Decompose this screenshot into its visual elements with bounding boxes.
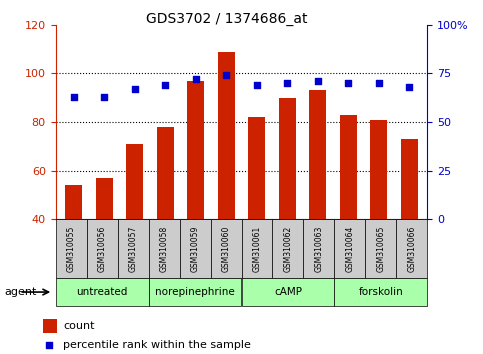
Bar (279, 98, 296, 219)
Text: GSM310060: GSM310060 (222, 225, 230, 272)
Bar (309, 91, 326, 219)
Text: GSM310061: GSM310061 (253, 225, 261, 272)
Point (344, 80, 352, 86)
Bar (56, 278, 149, 306)
Bar (157, 127, 174, 219)
Bar (370, 120, 387, 219)
Text: GDS3702 / 1374686_at: GDS3702 / 1374686_at (146, 12, 308, 27)
Bar (397, 219, 427, 278)
Bar (187, 81, 204, 219)
Bar (117, 219, 149, 278)
Bar (303, 219, 334, 278)
Bar (340, 115, 356, 219)
Bar (43, 319, 57, 333)
Bar (242, 278, 334, 306)
Bar (180, 219, 211, 278)
Bar (56, 219, 86, 278)
Bar (96, 178, 113, 219)
Bar (401, 139, 417, 219)
Bar (272, 219, 303, 278)
Point (45, 343, 53, 348)
Bar (86, 219, 117, 278)
Text: forskolin: forskolin (358, 287, 403, 297)
Point (70, 94, 78, 99)
Point (375, 80, 383, 86)
Bar (211, 219, 242, 278)
Text: GSM310057: GSM310057 (128, 225, 138, 272)
Point (222, 73, 230, 78)
Bar (127, 144, 143, 219)
Text: GSM310065: GSM310065 (376, 225, 385, 272)
Text: count: count (63, 321, 95, 331)
Text: untreated: untreated (76, 287, 128, 297)
Bar (149, 278, 242, 306)
Text: GSM310063: GSM310063 (314, 225, 324, 272)
Bar (248, 117, 265, 219)
Bar (218, 52, 235, 219)
Text: GSM310066: GSM310066 (408, 225, 416, 272)
Point (100, 94, 108, 99)
Text: cAMP: cAMP (274, 287, 302, 297)
Bar (66, 185, 82, 219)
Point (192, 76, 199, 82)
Text: GSM310059: GSM310059 (190, 225, 199, 272)
Point (161, 82, 169, 88)
Point (314, 78, 322, 84)
Text: GSM310056: GSM310056 (98, 225, 107, 272)
Bar (242, 219, 272, 278)
Text: agent: agent (5, 287, 37, 297)
Bar (334, 278, 427, 306)
Text: GSM310062: GSM310062 (284, 225, 293, 272)
Bar (366, 219, 397, 278)
Text: percentile rank within the sample: percentile rank within the sample (63, 341, 251, 350)
Text: GSM310058: GSM310058 (159, 225, 169, 272)
Point (253, 82, 261, 88)
Text: GSM310064: GSM310064 (345, 225, 355, 272)
Bar (334, 219, 366, 278)
Text: GSM310055: GSM310055 (67, 225, 75, 272)
Text: norepinephrine: norepinephrine (155, 287, 235, 297)
Bar (149, 219, 180, 278)
Point (131, 86, 139, 92)
Point (284, 80, 291, 86)
Point (405, 84, 413, 90)
